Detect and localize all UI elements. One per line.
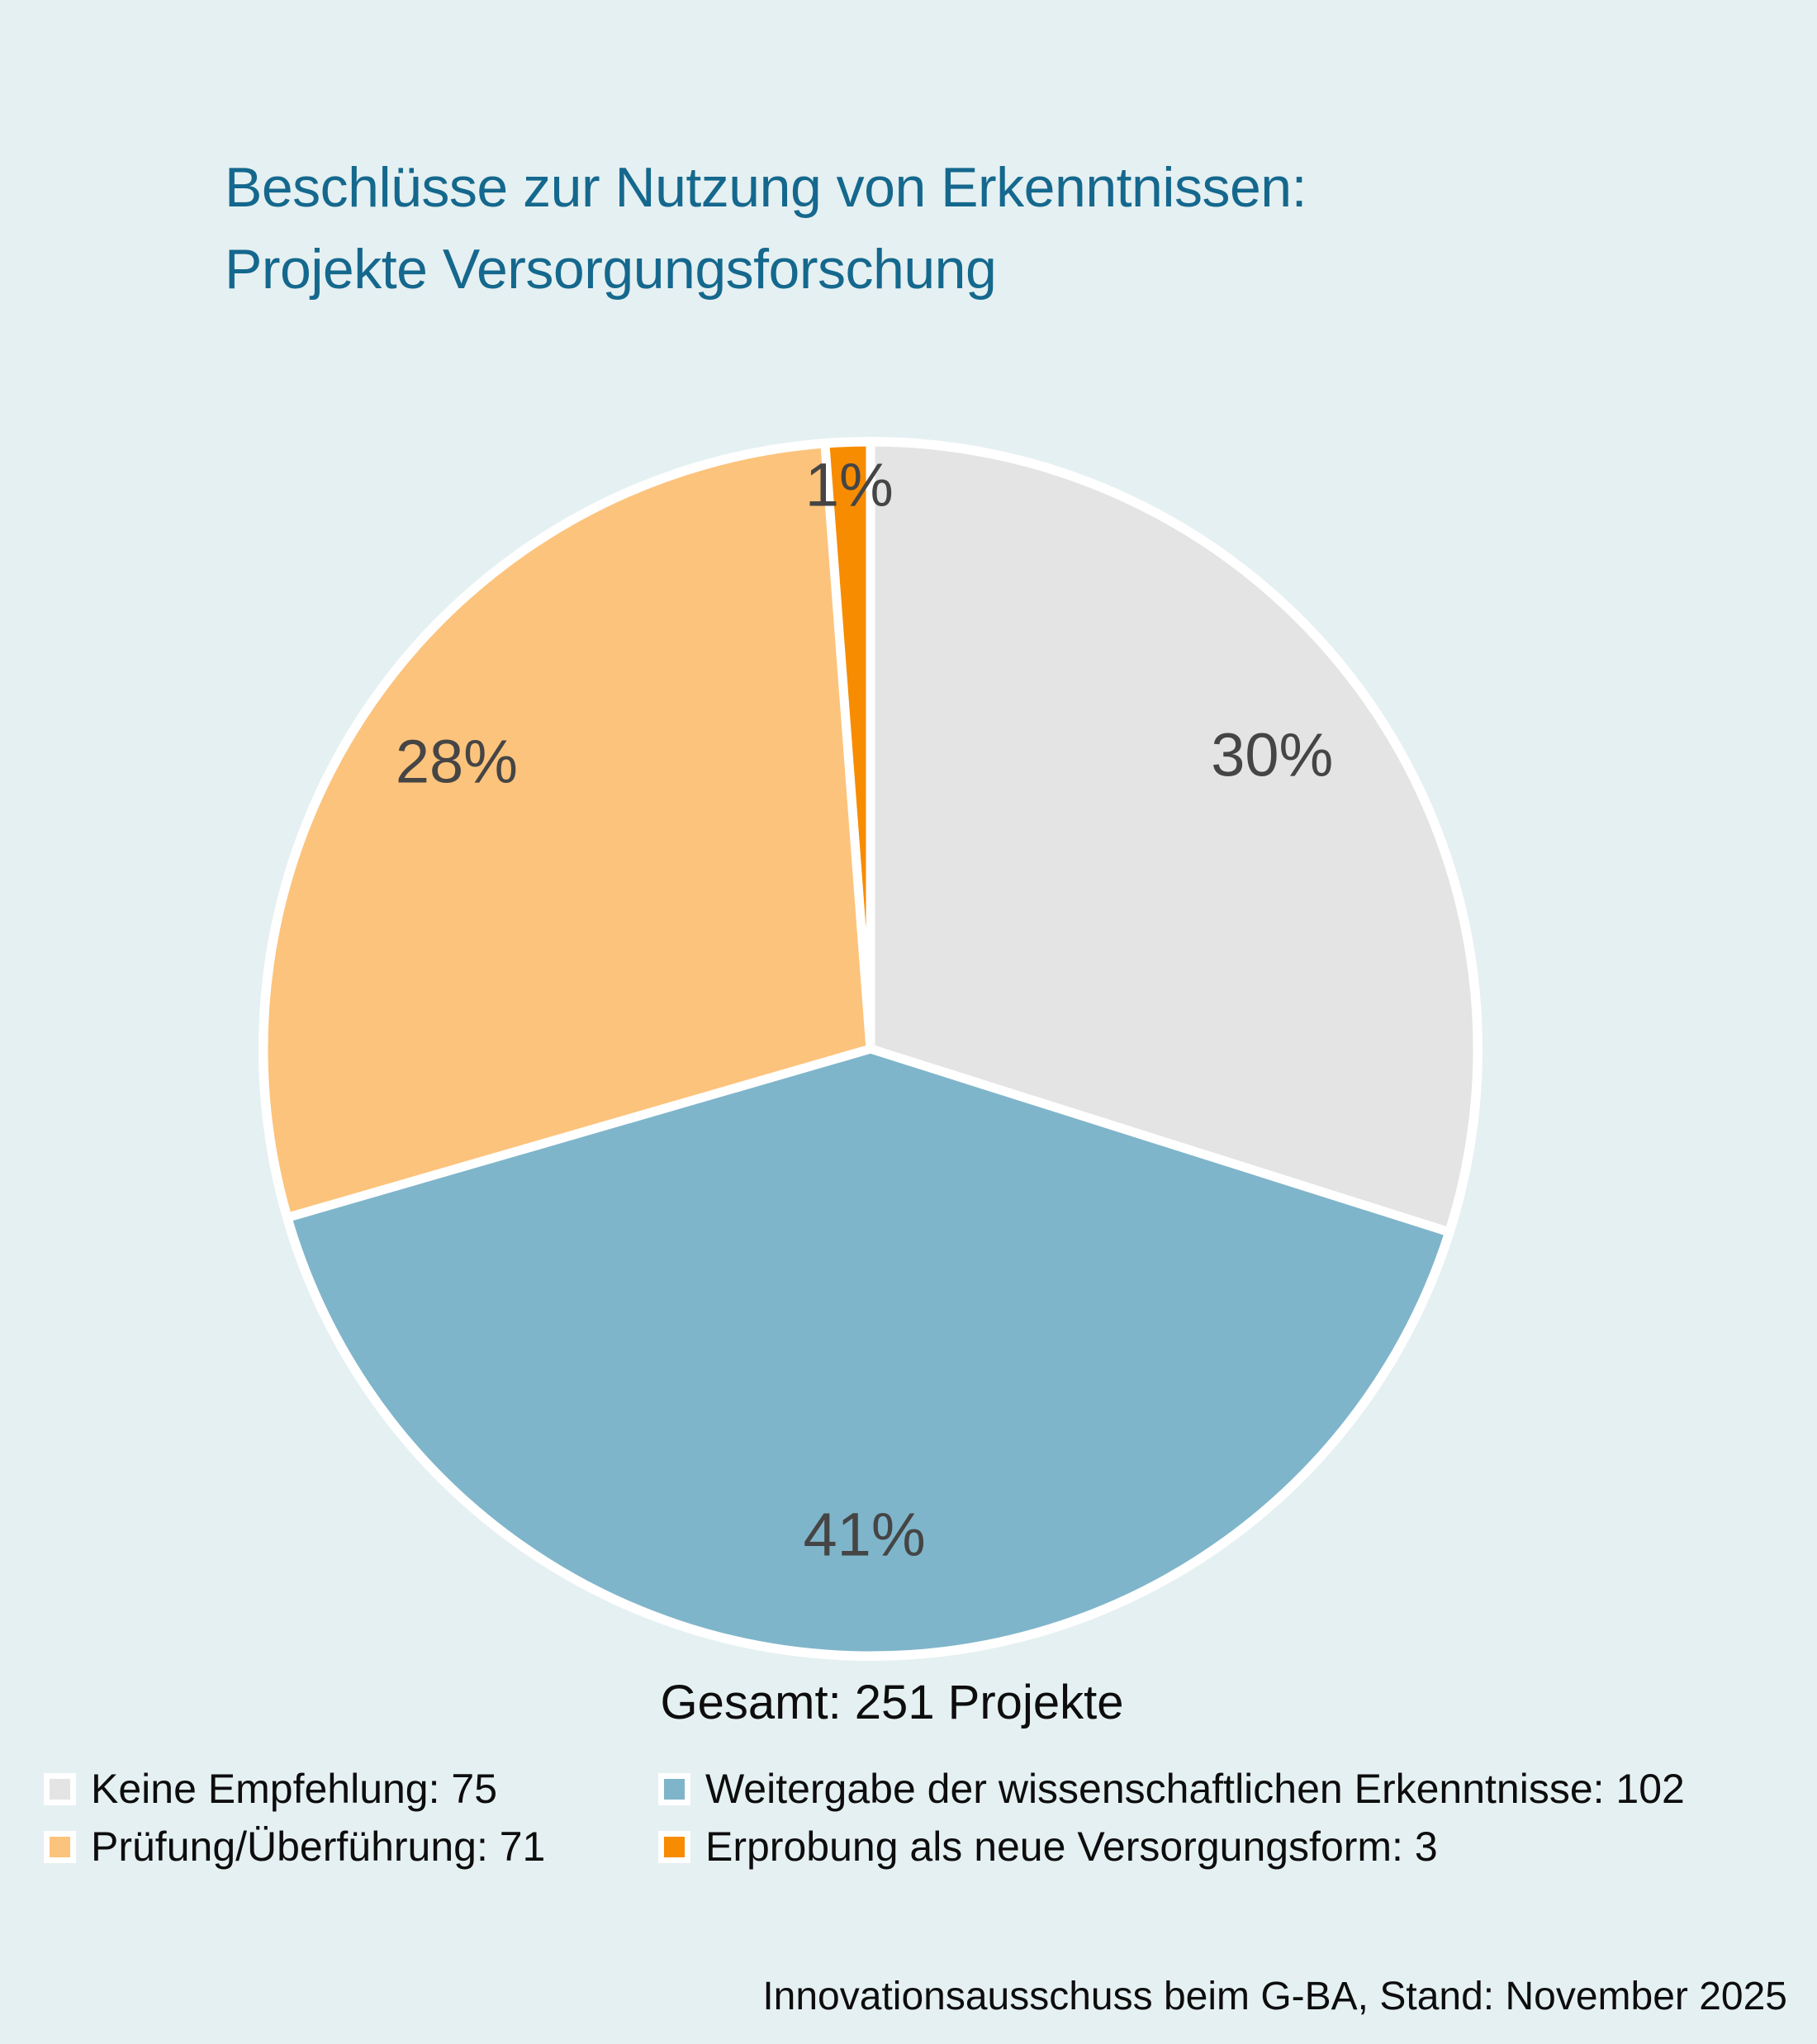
legend-label: Weitergabe der wissenschaftlichen Erkenn… [705, 1766, 1685, 1812]
chart-title-line1: Beschlüsse zur Nutzung von Erkenntnissen… [225, 156, 1307, 219]
pie-slice-percent-label: 41% [804, 1501, 926, 1569]
pie-chart-svg: 30% 41% 28% 1% [259, 437, 1483, 1661]
legend-label: Keine Empfehlung: 75 [91, 1766, 498, 1812]
legend-swatch-blue [658, 1772, 690, 1805]
pie-slice-2 [282, 1044, 1454, 1661]
legend-item: Keine Empfehlung: 75 [44, 1766, 545, 1812]
pie-slice-percent-label: 1% [805, 450, 894, 519]
pie-slice-percent-label: 28% [396, 728, 518, 796]
legend-item: Erprobung als neue Versorgungsform: 3 [658, 1823, 1685, 1870]
pie-slice-4 [820, 437, 875, 1054]
total-label: Gesamt: 251 Projekte [660, 1676, 1124, 1729]
pie-slice-percent-label: 30% [1211, 720, 1333, 789]
legend-label: Prüfung/Überführung: 71 [91, 1823, 546, 1870]
legend-item: Weitergabe der wissenschaftlichen Erkenn… [658, 1766, 1685, 1812]
legend-item: Prüfung/Überführung: 71 [44, 1823, 545, 1870]
legend-swatch-gray [44, 1772, 76, 1805]
legend-swatch-light-orange [44, 1830, 76, 1863]
pie-slice-3 [259, 439, 875, 1222]
legend-column-2: Weitergabe der wissenschaftlichen Erkenn… [658, 1766, 1685, 1870]
legend-column-1: Keine Empfehlung: 75 Prüfung/Überführung… [44, 1766, 545, 1870]
chart-title-line2: Projekte Versorgungsforschung [225, 237, 997, 301]
pie-chart: 30% 41% 28% 1% [243, 421, 1498, 1676]
legend-label: Erprobung als neue Versorgungsform: 3 [705, 1823, 1438, 1870]
pie-slice-1 [866, 437, 1483, 1237]
chart-title: Beschlüsse zur Nutzung von Erkenntnissen… [225, 147, 1761, 310]
source-note: Innovationsausschuss beim G-BA, Stand: N… [762, 1975, 1787, 2018]
legend-swatch-dark-orange [658, 1830, 690, 1863]
